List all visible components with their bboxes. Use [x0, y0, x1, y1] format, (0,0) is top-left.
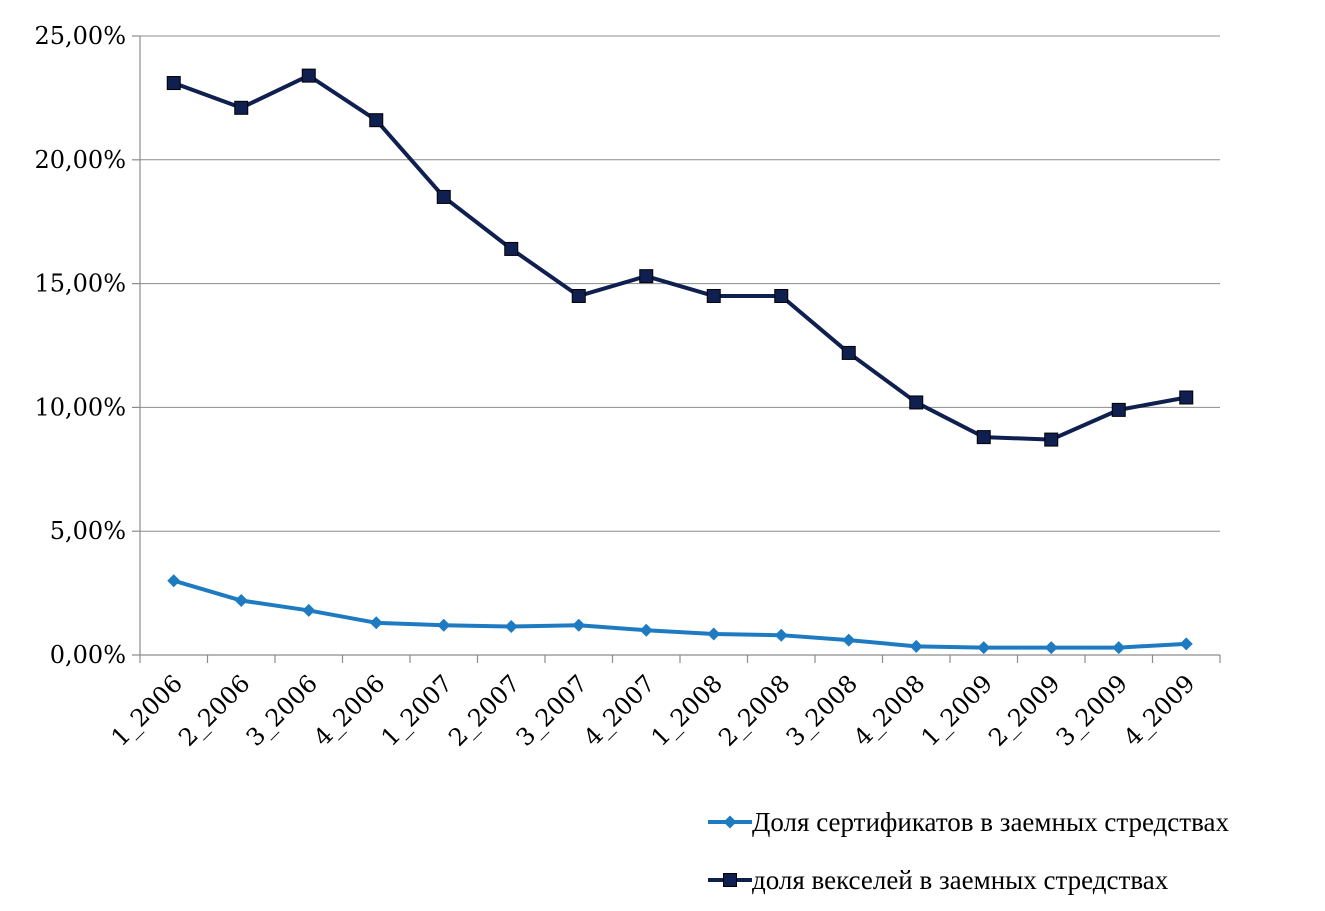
axes: [132, 35, 1221, 663]
y-tick-label: 20,00%: [34, 146, 126, 174]
legend-label: Доля сертификатов в заемных стредствах: [752, 807, 1229, 837]
series-2-point: [639, 269, 654, 284]
x-tick-label: 1_2007: [376, 669, 458, 751]
series-1-point: [707, 627, 721, 641]
grid-lines: [140, 35, 1220, 532]
y-tick-label: 5,00%: [50, 517, 126, 545]
x-tick-label: 4_2008: [848, 669, 930, 751]
x-tick-label: 3_2006: [241, 669, 323, 751]
series-2-point: [1044, 432, 1059, 447]
series-2-point: [166, 76, 181, 91]
x-tick-label: 2_2006: [173, 669, 255, 751]
x-axis-tick-labels: 1_20062_20063_20064_20061_20072_20073_20…: [106, 669, 1201, 751]
series-1-point: [302, 603, 316, 617]
y-tick-label: 25,00%: [34, 22, 126, 50]
series-2-line: [173, 73, 1187, 442]
series-2-point: [1179, 390, 1194, 405]
y-tick-label: 0,00%: [50, 641, 126, 669]
series-2-point: [436, 189, 451, 204]
series-1-point: [1179, 637, 1193, 651]
x-tick-label: 3_2009: [1051, 669, 1133, 751]
x-tick-label: 4_2007: [578, 669, 660, 751]
series-2-point: [571, 288, 586, 303]
series-2: [166, 68, 1194, 447]
series-2-point: [504, 241, 519, 256]
series-1-point: [572, 618, 586, 632]
x-tick-label: 2_2008: [713, 669, 795, 751]
series-1-point: [504, 620, 518, 634]
x-tick-label: 1_2009: [916, 669, 998, 751]
series-1-point: [369, 616, 383, 630]
x-tick-label: 2_2009: [983, 669, 1065, 751]
y-axis-tick-labels: 0,00% 5,00% 10,00% 15,00% 20,00% 25,00%: [34, 22, 126, 669]
series-2-point: [1111, 402, 1126, 417]
x-tick-label: 3_2008: [781, 669, 863, 751]
legend-swatch-marker: [723, 873, 737, 887]
series-1-point: [842, 633, 856, 647]
legend-entry-2: доля векселей в заемных стредствах: [708, 865, 1169, 895]
series-2-point: [234, 100, 249, 115]
series-2-point: [369, 113, 384, 128]
series-1-point: [437, 618, 451, 632]
x-tick-label: 1_2006: [106, 669, 188, 751]
series-2-point: [841, 345, 856, 360]
legend: Доля сертификатов в заемных стредствах до…: [708, 807, 1229, 895]
series-1-point: [1112, 641, 1126, 655]
series-2-point: [301, 68, 316, 83]
series-1-point: [977, 641, 991, 655]
series-1-point: [909, 639, 923, 653]
y-tick-label: 10,00%: [34, 393, 126, 421]
series-1: [167, 574, 1193, 655]
x-tick-label: 1_2008: [646, 669, 728, 751]
series: [166, 68, 1194, 655]
x-tick-label: 2_2007: [443, 669, 525, 751]
x-tick-label: 4_2009: [1118, 669, 1200, 751]
series-2-point: [706, 288, 721, 303]
x-tick-label: 4_2006: [308, 669, 390, 751]
series-1-point: [167, 574, 181, 588]
legend-swatch-marker: [723, 815, 737, 829]
legend-label: доля векселей в заемных стредствах: [752, 865, 1169, 895]
series-1-point: [774, 628, 788, 642]
series-2-point: [909, 395, 924, 410]
series-1-line: [173, 578, 1187, 650]
series-2-point: [774, 288, 789, 303]
series-2-point: [976, 430, 991, 445]
x-tick-label: 3_2007: [511, 669, 593, 751]
series-1-point: [639, 623, 653, 637]
y-tick-label: 15,00%: [34, 270, 126, 298]
legend-entry-1: Доля сертификатов в заемных стредствах: [708, 807, 1229, 837]
series-1-point: [234, 594, 248, 608]
series-1-point: [1044, 641, 1058, 655]
